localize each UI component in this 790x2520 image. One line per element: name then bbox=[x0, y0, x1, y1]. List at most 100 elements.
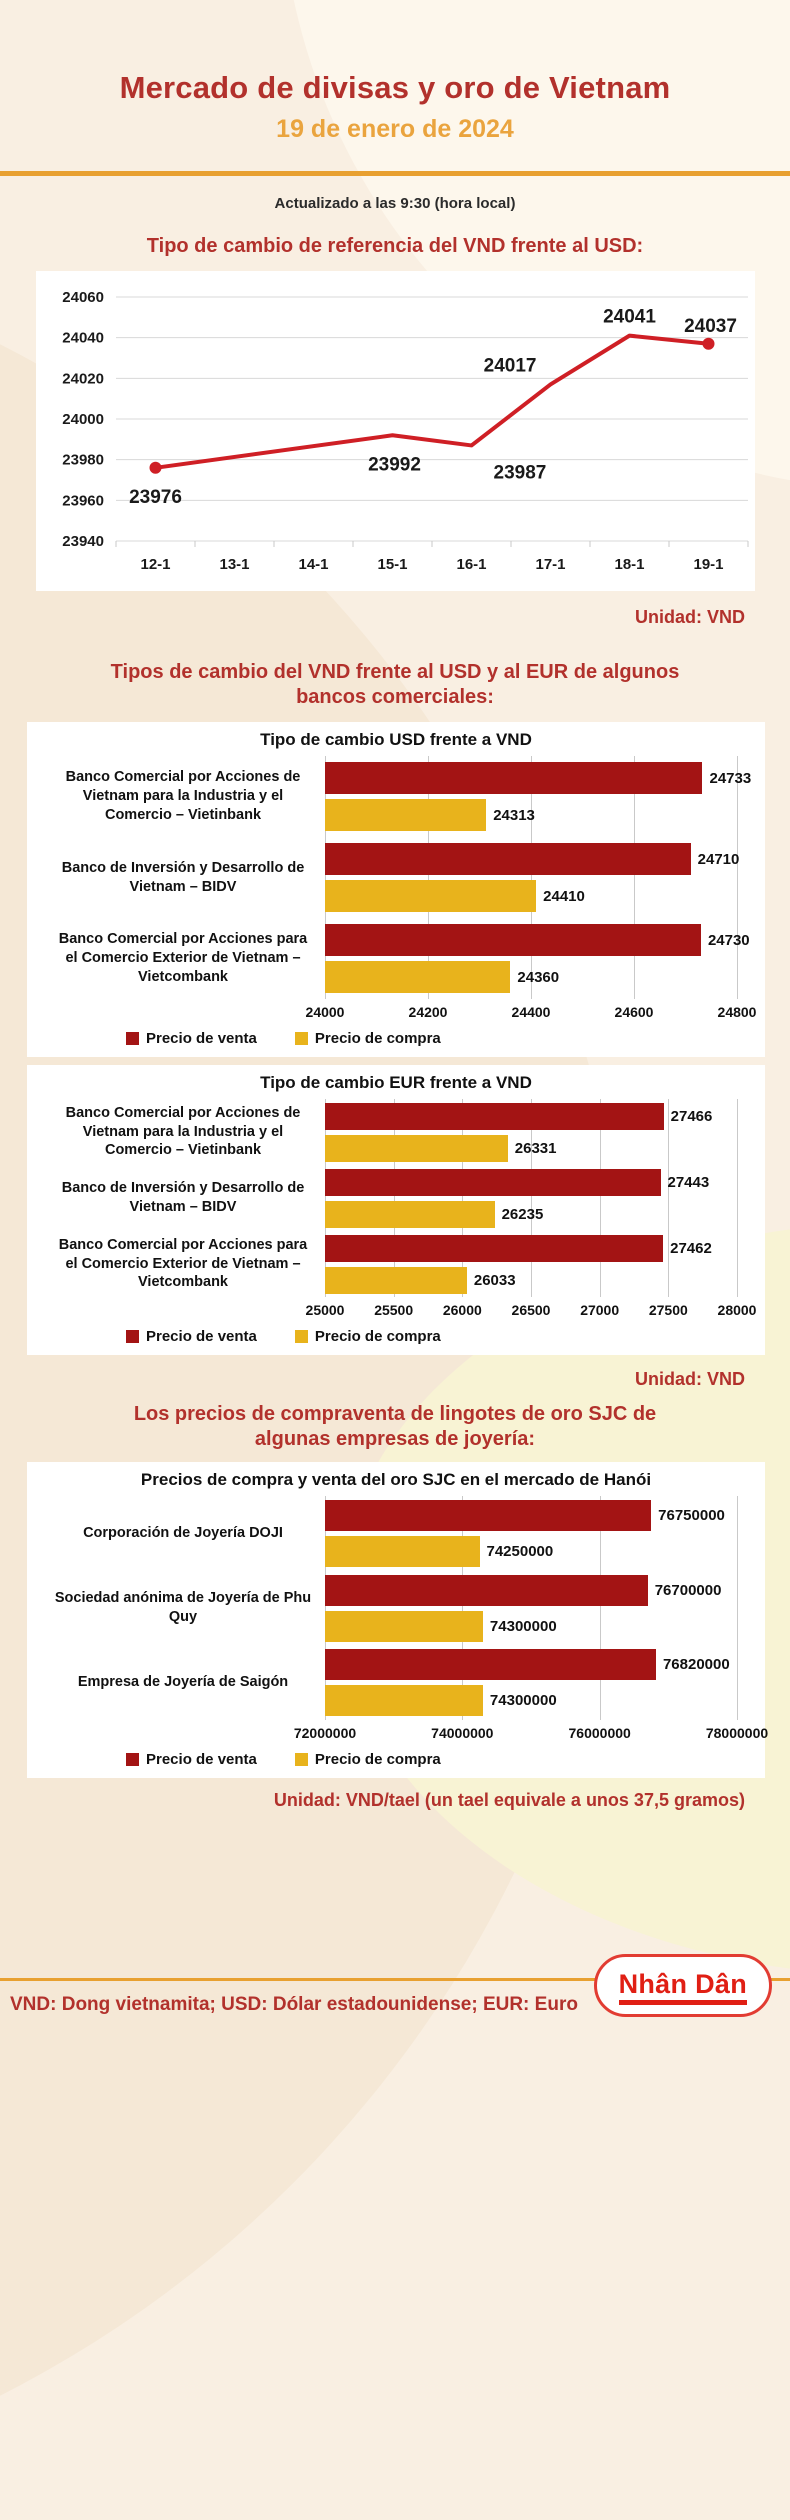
nhandan-logo-text: Nhân Dân bbox=[618, 1969, 747, 2005]
bar-venta: 24733 bbox=[325, 762, 751, 794]
x-axis: 72000000 74000000 76000000 78000000 bbox=[294, 1720, 768, 1746]
category-label: Banco de Inversión y Desarrollo de Vietn… bbox=[61, 859, 305, 895]
bar-value-label: 74300000 bbox=[489, 1617, 557, 1635]
bar-value-label: 24710 bbox=[697, 850, 740, 868]
category-label: Banco Comercial por Acciones para el Com… bbox=[58, 1236, 308, 1291]
bar-value-label: 24410 bbox=[543, 887, 585, 905]
legend-item-venta: Precio de venta bbox=[126, 1751, 257, 1768]
y-tick-label: 24060 bbox=[62, 289, 104, 306]
x-axis-tick-label: 24800 bbox=[717, 1004, 757, 1020]
bar-group: 24710 24410 bbox=[325, 843, 740, 912]
data-point-label: 23992 bbox=[368, 454, 421, 475]
legend-swatch bbox=[294, 1329, 308, 1343]
bar-venta: 27462 bbox=[325, 1234, 712, 1262]
data-point-marker bbox=[149, 461, 162, 474]
x-tick-label: 15-1 bbox=[377, 556, 407, 573]
gridline bbox=[462, 1496, 464, 1720]
bar-value-label: 24733 bbox=[709, 769, 752, 787]
gridline bbox=[325, 1099, 326, 1297]
bar-group: 24733 24313 bbox=[325, 762, 751, 831]
bar-group-row: Banco Comercial por Acciones de Vietnam … bbox=[41, 756, 751, 837]
gridlines bbox=[325, 1099, 738, 1297]
line-series bbox=[153, 333, 711, 470]
bar-venta: 27466 bbox=[325, 1102, 712, 1130]
chart-plot-area: Banco Comercial por Acciones de Vietnam … bbox=[41, 756, 751, 999]
section-title-gold: Los precios de compraventa de lingotes d… bbox=[133, 1403, 657, 1450]
gridlines bbox=[325, 756, 738, 999]
x-tick-label: 14-1 bbox=[298, 556, 328, 573]
chart-title: Tipo de cambio EUR frente a VND bbox=[260, 1073, 532, 1092]
x-axis-tick-label: 24200 bbox=[408, 1004, 448, 1020]
bar-group-row: Banco de Inversión y Desarrollo de Vietn… bbox=[41, 837, 751, 918]
bar-value-label: 76820000 bbox=[662, 1656, 730, 1674]
x-axis: 24000 24200 24400 24600 24800 bbox=[306, 999, 757, 1025]
y-tick-label: 24040 bbox=[62, 330, 104, 347]
legend: Precio de venta Precio de compra bbox=[41, 1746, 751, 1772]
bar-value-label: 26331 bbox=[514, 1139, 557, 1157]
y-tick-label: 23940 bbox=[62, 533, 104, 550]
x-axis-tick-label: 26000 bbox=[442, 1302, 482, 1318]
bar-value-label: 76750000 bbox=[658, 1506, 725, 1524]
bar-value-label: 76700000 bbox=[654, 1581, 722, 1599]
bar-group-row: Banco Comercial por Acciones para el Com… bbox=[41, 1231, 751, 1297]
category-label: Empresa de Joyería de Saigón bbox=[77, 1674, 289, 1691]
reference-line-chart-panel: 23940 23960 23980 24000 24020 24040 24060 12-1 1… bbox=[36, 271, 755, 591]
gridline bbox=[462, 1099, 464, 1297]
chart-title: Tipo de cambio USD frente a VND bbox=[260, 730, 532, 749]
bar-compra: 26235 bbox=[325, 1200, 543, 1228]
updated-note: Actualizado a las 9:30 (hora local) bbox=[274, 195, 516, 212]
bar-value-label: 26033 bbox=[473, 1271, 516, 1289]
legend-swatch bbox=[126, 1031, 139, 1045]
x-axis-tick-label: 25500 bbox=[374, 1302, 414, 1318]
x-axis-tick-label: 24400 bbox=[511, 1004, 551, 1020]
gridlines bbox=[325, 1496, 738, 1720]
bar-compra: 24410 bbox=[325, 880, 585, 912]
bar-group-row: Corporación de Joyería DOJI 76750000 74250… bbox=[41, 1496, 751, 1571]
bar-value-label: 27443 bbox=[667, 1173, 710, 1191]
legend: Precio de venta Precio de compra bbox=[41, 1323, 751, 1349]
gridline bbox=[325, 756, 326, 999]
legend: Precio de venta Precio de compra bbox=[41, 1025, 751, 1051]
bar-group-row: Banco Comercial por Acciones de Vietnam … bbox=[41, 1099, 751, 1165]
x-axis-tick-label: 24000 bbox=[305, 1004, 345, 1020]
gridline bbox=[531, 756, 532, 999]
header-divider bbox=[0, 171, 790, 176]
chart-plot-area: Banco Comercial por Acciones de Vietnam … bbox=[41, 1099, 751, 1297]
eur-bar-chart-panel: Tipo de cambio EUR frente a VND Banco Com… bbox=[27, 1065, 765, 1355]
bar-value-label: 74300000 bbox=[489, 1692, 557, 1710]
legend-label: Precio de venta bbox=[146, 1029, 257, 1047]
category-label: Banco Comercial por Acciones de Vietnam … bbox=[65, 1104, 301, 1159]
gridline bbox=[634, 756, 635, 999]
category-label: Banco de Inversión y Desarrollo de Vietn… bbox=[61, 1180, 305, 1215]
category-label: Banco Comercial por Acciones de Vietnam … bbox=[65, 769, 301, 823]
legend-item-venta: Precio de venta bbox=[126, 1030, 257, 1047]
bar-group: 76700000 74300000 bbox=[325, 1574, 737, 1642]
bar-venta: 76750000 bbox=[325, 1499, 725, 1531]
nhandan-logo: Nhân Dân bbox=[593, 1954, 772, 2017]
gridline bbox=[737, 1099, 738, 1297]
gridline bbox=[393, 1099, 395, 1297]
gridline bbox=[428, 756, 429, 999]
y-tick-label: 24000 bbox=[62, 411, 104, 428]
legend-label: Precio de venta bbox=[146, 1327, 257, 1345]
page-title: Mercado de divisas y oro de Vietnam bbox=[119, 70, 671, 105]
gridline bbox=[599, 1496, 601, 1720]
bar-value-label: 27462 bbox=[670, 1239, 712, 1257]
bar-compra: 74300000 bbox=[325, 1685, 557, 1717]
bar-compra: 24360 bbox=[325, 961, 559, 993]
data-point-label: 24041 bbox=[603, 307, 656, 328]
legend-item-compra: Precio de compra bbox=[294, 1030, 441, 1047]
bar-group: 76750000 74250000 bbox=[325, 1499, 737, 1567]
x-axis-tick-label: 27000 bbox=[580, 1302, 620, 1318]
bar-value-label: 24360 bbox=[517, 968, 560, 986]
bar-venta: 76700000 bbox=[325, 1574, 721, 1606]
gold-bar-chart-panel: Precios de compra y venta del oro SJC en… bbox=[27, 1462, 768, 1778]
bar-group: 24730 24360 bbox=[325, 924, 750, 993]
x-tick-label: 17-1 bbox=[535, 556, 565, 573]
x-tick-label: 18-1 bbox=[614, 556, 644, 573]
unit-label-gold: Unidad: VND/tael (un tael equivale a uno… bbox=[273, 1790, 745, 1810]
x-tick-label: 19-1 bbox=[693, 556, 723, 573]
bar-venta: 76820000 bbox=[325, 1649, 730, 1681]
x-axis-tick-label: 74000000 bbox=[431, 1725, 494, 1741]
section-title-banks: Tipos de cambio del VND frente al USD y … bbox=[110, 661, 680, 708]
